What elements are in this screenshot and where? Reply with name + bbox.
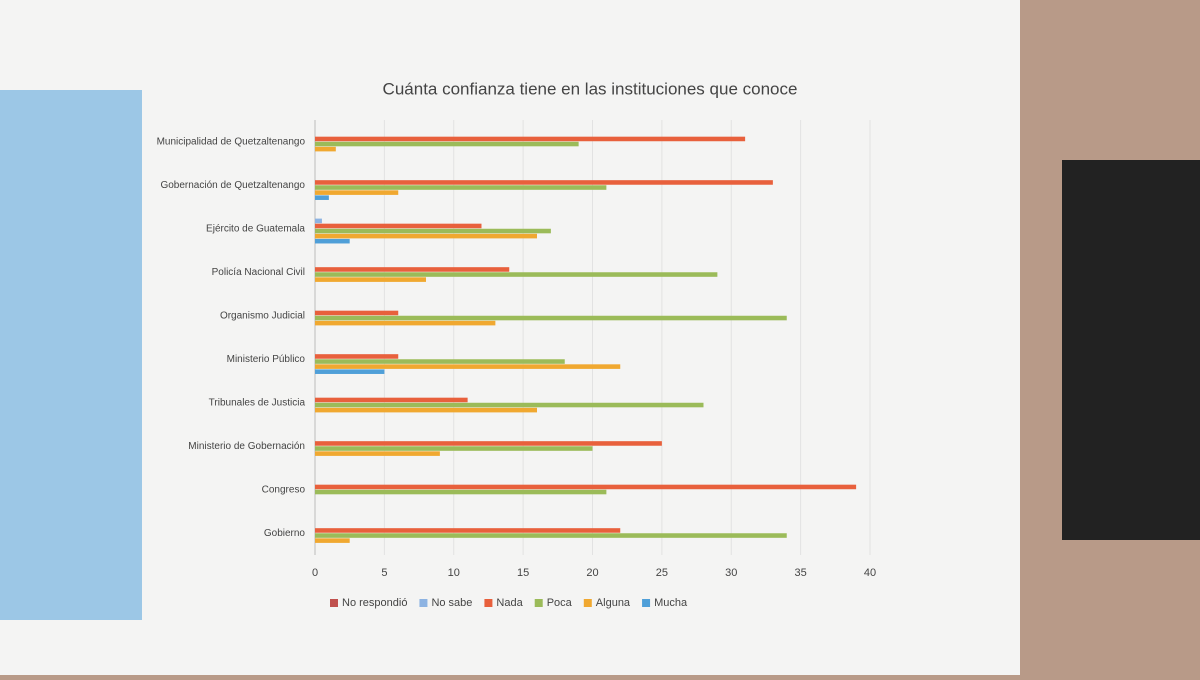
bar <box>315 320 496 326</box>
x-tick-label: 10 <box>448 567 460 579</box>
bar <box>315 190 399 195</box>
x-tick-label: 30 <box>725 567 737 579</box>
bar <box>315 533 787 538</box>
x-tick-label: 20 <box>586 567 598 579</box>
chart-title: Cuánta confianza tiene en las institucio… <box>383 79 798 98</box>
legend-swatch <box>419 599 428 607</box>
x-tick-label: 40 <box>864 567 876 579</box>
legend-label: Alguna <box>596 597 631 609</box>
y-tick-label: Ministerio Público <box>227 354 306 365</box>
bar <box>315 180 773 185</box>
legend-label: No respondió <box>342 597 407 609</box>
legend-label: Mucha <box>654 597 688 609</box>
y-tick-label: Ministerio de Gobernación <box>188 441 305 452</box>
bar <box>315 407 537 413</box>
side-panel <box>0 90 142 620</box>
bar <box>315 272 718 277</box>
y-tick-label: Municipalidad de Quetzaltenango <box>157 136 306 147</box>
bar <box>315 369 385 374</box>
bar <box>315 195 329 200</box>
bar <box>315 451 440 456</box>
legend-swatch <box>534 599 543 607</box>
bar <box>315 233 537 239</box>
legend-swatch <box>583 599 592 607</box>
bar <box>315 146 336 152</box>
bar <box>315 185 607 190</box>
bar <box>315 397 468 403</box>
bar <box>315 228 551 234</box>
bar <box>315 315 787 321</box>
bar <box>315 310 399 316</box>
legend-swatch <box>642 599 651 607</box>
bar <box>315 484 857 490</box>
legend-label: Poca <box>547 597 573 609</box>
bar <box>315 441 662 446</box>
y-tick-label: Tribunales de Justicia <box>209 397 306 408</box>
bar <box>315 538 350 543</box>
x-tick-label: 0 <box>312 567 318 579</box>
bar <box>315 359 565 364</box>
bar <box>315 277 426 282</box>
bar <box>315 489 607 495</box>
y-tick-label: Gobernación de Quetzaltenango <box>160 180 305 191</box>
bar <box>315 446 593 451</box>
y-tick-label: Congreso <box>262 484 306 495</box>
bar <box>315 354 399 359</box>
legend-swatch <box>330 599 338 607</box>
slide <box>0 0 1020 675</box>
x-tick-label: 15 <box>517 567 529 579</box>
bar <box>315 364 621 369</box>
bar <box>315 267 510 272</box>
x-tick-label: 5 <box>381 567 387 579</box>
speaker <box>1062 160 1200 540</box>
x-tick-label: 25 <box>656 567 668 579</box>
legend-label: No sabe <box>431 597 472 609</box>
bar <box>315 238 350 244</box>
bar <box>315 528 621 533</box>
y-tick-label: Gobierno <box>264 528 306 539</box>
y-tick-label: Organismo Judicial <box>220 310 305 321</box>
y-tick-label: Ejército de Guatemala <box>206 223 305 234</box>
bar <box>315 218 322 224</box>
bar <box>315 136 746 142</box>
y-tick-label: Policía Nacional Civil <box>212 267 305 278</box>
x-tick-label: 35 <box>795 567 807 579</box>
bar <box>315 402 704 408</box>
bar <box>315 141 579 147</box>
legend-swatch <box>484 599 493 607</box>
legend-label: Nada <box>496 597 523 609</box>
bar <box>315 223 482 229</box>
